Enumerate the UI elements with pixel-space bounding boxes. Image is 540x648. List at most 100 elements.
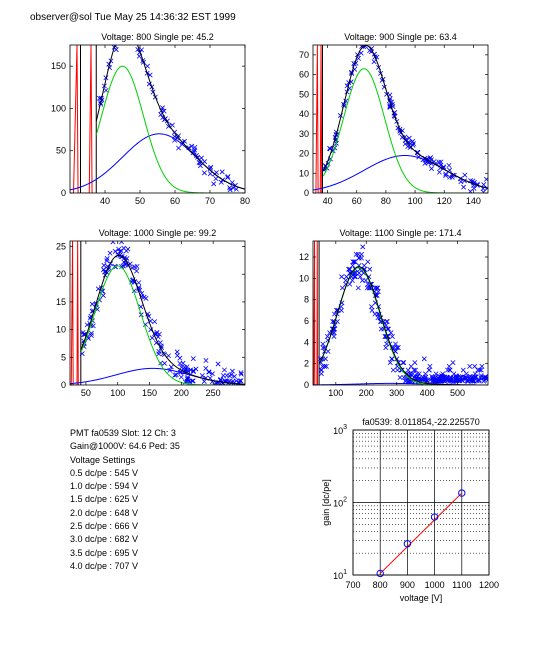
- data-point: [460, 367, 466, 373]
- plot-frame: [69, 240, 246, 386]
- data-point: [103, 87, 109, 93]
- data-point: [227, 187, 233, 193]
- x-tick-label: 300: [389, 388, 404, 398]
- data-point: [198, 155, 204, 161]
- x-tick-label: 50: [81, 388, 91, 398]
- data-point: [367, 266, 373, 272]
- data-point: [185, 374, 191, 380]
- data-point: [461, 184, 467, 190]
- pedestal-peak: [315, 45, 323, 193]
- chart-title: fa0539: 8.011854,-22.225570: [362, 417, 479, 427]
- data-point: [458, 489, 466, 497]
- data-point: [459, 377, 465, 383]
- y-tick-label: 5: [61, 352, 66, 362]
- data-point: [238, 370, 244, 376]
- data-point: [375, 285, 381, 291]
- data-point: [149, 335, 155, 341]
- data-point: [322, 356, 328, 362]
- chart-title: Voltage: 800 Single pe: 45.2: [101, 32, 214, 42]
- data-point: [107, 250, 113, 256]
- x-axis-label: voltage [V]: [400, 593, 443, 603]
- data-point: [451, 371, 457, 377]
- data-point: [410, 371, 416, 377]
- y-tick-label: 0: [61, 188, 66, 198]
- data-point: [450, 360, 456, 366]
- pedestal-peak: [73, 45, 93, 193]
- data-point: [185, 376, 191, 382]
- data-point: [371, 59, 377, 65]
- data-point: [405, 367, 411, 373]
- data-point: [178, 374, 184, 380]
- x-tick-label: 40: [323, 196, 333, 206]
- x-tick-label: 800: [373, 580, 388, 590]
- data-point: [220, 373, 226, 379]
- y-tick-label: 0: [304, 380, 309, 390]
- data-point: [397, 375, 403, 381]
- data-point: [88, 330, 94, 336]
- y-tick-label: 20: [56, 269, 66, 279]
- data-point: [221, 367, 227, 373]
- data-point: [471, 378, 477, 384]
- y-tick-label: 102: [333, 497, 347, 509]
- data-point: [145, 63, 150, 69]
- y-tick-label: 50: [299, 89, 309, 99]
- data-point: [411, 367, 417, 373]
- plot-area: [313, 241, 488, 385]
- data-point: [443, 173, 449, 179]
- data-point: [393, 341, 398, 347]
- data-point: [153, 340, 159, 346]
- data-point: [166, 123, 172, 129]
- data-point: [320, 345, 326, 351]
- data-point: [408, 363, 414, 369]
- y-tick-label: 10: [56, 325, 66, 335]
- y-tick-label: 103: [333, 424, 347, 436]
- data-point: [208, 164, 214, 170]
- data-point: [363, 277, 369, 283]
- data-point: [116, 246, 122, 252]
- data-point: [320, 363, 325, 369]
- y-tick-label: 8: [304, 295, 309, 305]
- data-point: [446, 377, 452, 383]
- data-point: [450, 379, 456, 385]
- x-tick-label: 60: [352, 196, 362, 206]
- data-point: [84, 322, 90, 328]
- voltage-setting: 2.0 dc/pe : 648 V: [70, 507, 139, 518]
- data-point: [436, 159, 442, 165]
- data-point: [339, 274, 345, 280]
- total-fit-curve: [95, 45, 245, 190]
- data-point: [231, 373, 237, 379]
- data-point: [184, 364, 190, 370]
- data-point: [113, 47, 119, 53]
- data-point: [481, 182, 487, 188]
- data-point: [356, 255, 362, 261]
- data-point: [419, 376, 425, 382]
- data-point: [352, 274, 358, 280]
- data-point: [177, 355, 183, 361]
- data-point: [352, 259, 358, 265]
- data-point: [389, 356, 395, 362]
- data-point: [350, 259, 356, 265]
- chart-panel-1: Voltage: 800 Single pe: 45.2 40 50 60 70 80 0 5…: [51, 32, 250, 206]
- data-point: [154, 329, 160, 335]
- voltage-setting: 3.0 dc/pe : 682 V: [70, 534, 139, 545]
- plot-frame: [69, 44, 246, 194]
- data-point: [385, 326, 391, 332]
- x-tick-label: 120: [437, 196, 452, 206]
- signal-fit-curve: [95, 65, 245, 193]
- data-point: [412, 360, 418, 366]
- x-tick-label: 250: [206, 388, 221, 398]
- data-point: [347, 281, 353, 287]
- data-point: [438, 159, 444, 165]
- data-point: [422, 160, 428, 166]
- data-point: [174, 349, 180, 355]
- data-point: [213, 176, 219, 182]
- data-point: [442, 374, 448, 380]
- data-point: [455, 378, 461, 384]
- data-point: [362, 45, 368, 49]
- data-point: [395, 345, 401, 351]
- pedestal-peak: [70, 241, 79, 385]
- data-point: [141, 294, 147, 300]
- data-point: [414, 373, 420, 379]
- x-tick-label: 1000: [425, 580, 445, 590]
